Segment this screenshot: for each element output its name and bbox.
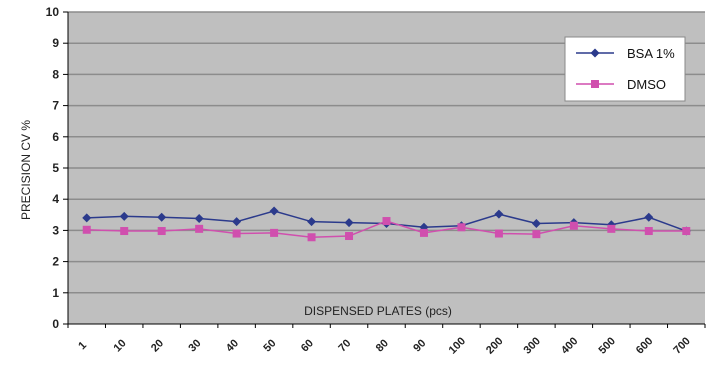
x-tick-label: 300: [522, 335, 543, 356]
x-tick-label: 70: [336, 337, 353, 354]
x-axis-label: DISPENSED PLATES (pcs): [304, 304, 452, 318]
data-point: [120, 227, 129, 236]
y-tick-label: 6: [52, 130, 59, 144]
x-tick-label: 200: [484, 335, 505, 356]
x-tick-label: 30: [186, 337, 203, 354]
data-point: [307, 233, 316, 242]
data-point: [232, 217, 242, 227]
data-point: [82, 213, 92, 223]
x-tick-label: 100: [447, 335, 468, 356]
y-tick-label: 7: [52, 99, 59, 113]
legend: BSA 1% DMSO: [564, 36, 686, 102]
data-point: [591, 80, 599, 88]
data-point: [195, 224, 204, 233]
y-tick-label: 4: [52, 192, 59, 206]
y-tick-label: 10: [46, 5, 60, 19]
x-tick-label: 80: [374, 337, 391, 354]
y-tick-label: 9: [52, 36, 59, 50]
data-point: [344, 218, 354, 228]
data-point: [494, 229, 503, 238]
data-point: [494, 209, 504, 219]
data-point: [569, 221, 578, 230]
legend-label: BSA 1%: [627, 46, 675, 61]
data-point: [82, 225, 91, 234]
y-axis-label: PRECISION CV %: [19, 120, 33, 220]
data-point: [590, 48, 600, 58]
x-tick-label: 50: [261, 337, 278, 354]
y-tick-label: 8: [52, 67, 59, 81]
x-tick-label: 1: [76, 339, 89, 352]
x-tick-labels: 1 10 20 30 40 50 60 70 80 90 100 200 300 400 500 600 700: [76, 335, 693, 356]
y-tick-label: 1: [52, 286, 59, 300]
data-point: [382, 217, 391, 226]
x-tick-label: 600: [634, 335, 655, 356]
x-tick-label: 10: [112, 337, 129, 354]
x-tick-label: 700: [671, 335, 692, 356]
y-tick-label: 2: [52, 255, 59, 269]
data-point: [269, 206, 279, 216]
data-point: [644, 212, 654, 222]
data-point: [232, 229, 241, 238]
data-point: [194, 214, 204, 224]
axes: [63, 11, 706, 328]
data-point: [607, 224, 616, 233]
data-point: [157, 212, 167, 222]
series: [82, 206, 691, 242]
legend-box: [564, 36, 686, 102]
data-point: [119, 211, 129, 221]
data-point: [419, 228, 428, 237]
y-tick-labels: 0 1 2 3 4 5 6 7 8 9 10: [46, 5, 60, 331]
legend-label: DMSO: [627, 77, 666, 92]
series-dmso: [82, 217, 691, 242]
x-tick-label: 60: [299, 337, 316, 354]
x-tick-label: 90: [411, 337, 428, 354]
data-point: [644, 227, 653, 236]
data-point: [682, 227, 691, 236]
data-point: [457, 223, 466, 232]
data-point: [270, 228, 279, 237]
y-tick-label: 3: [52, 223, 59, 237]
data-point: [532, 230, 541, 239]
x-tick-label: 400: [559, 335, 580, 356]
data-point: [307, 217, 317, 227]
y-tick-label: 5: [52, 161, 59, 175]
y-tick-label: 0: [52, 317, 59, 331]
x-tick-label: 500: [596, 335, 617, 356]
data-point: [531, 219, 541, 229]
data-point: [345, 232, 354, 241]
data-point: [157, 227, 166, 236]
x-tick-label: 20: [149, 337, 166, 354]
x-tick-label: 40: [224, 337, 241, 354]
